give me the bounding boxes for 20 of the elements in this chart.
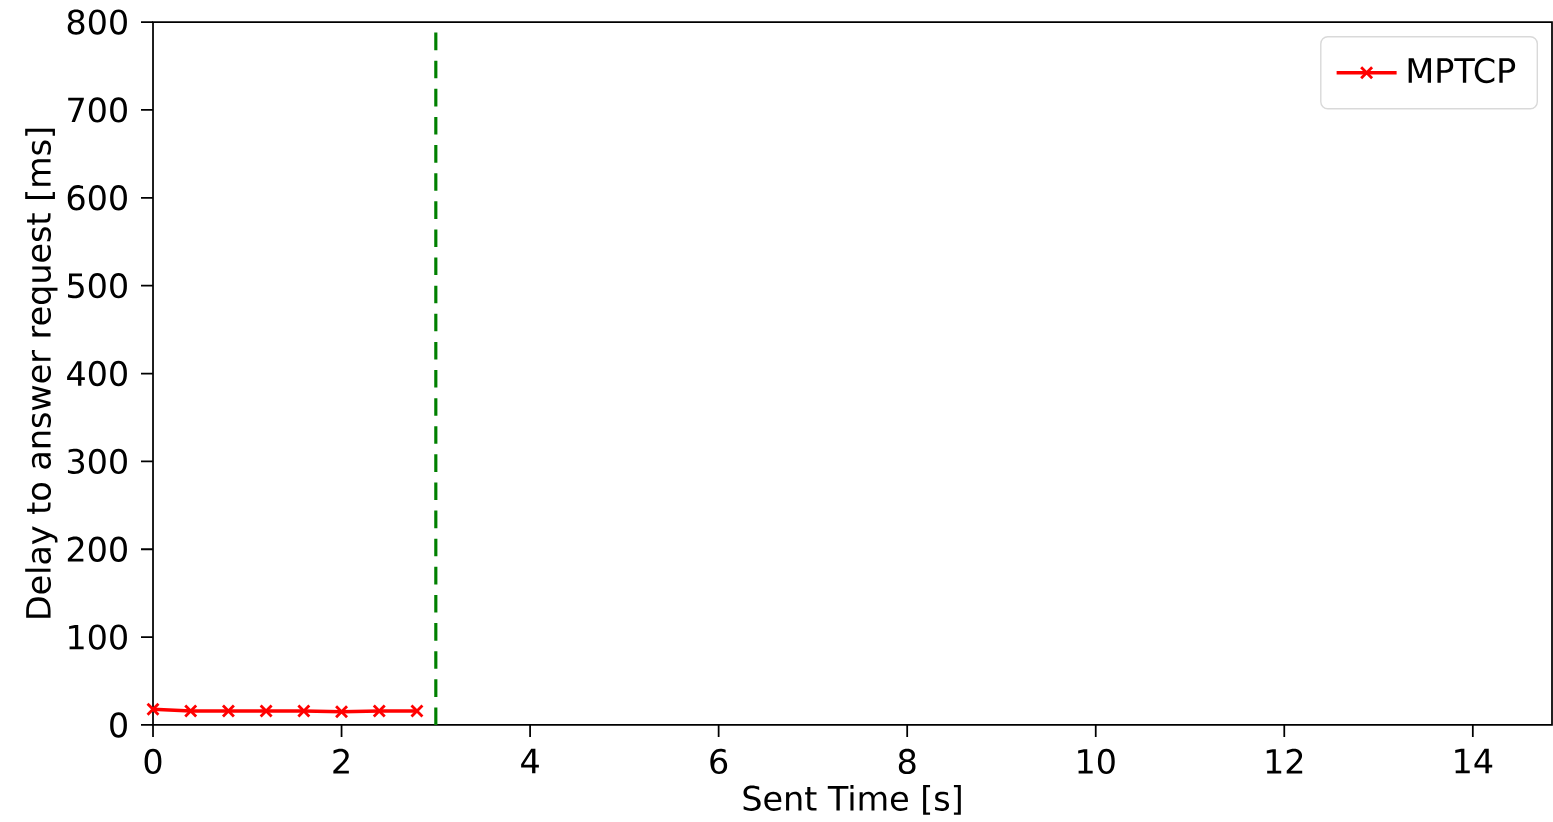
y-tick-label: 500 (68, 272, 127, 299)
y-tick-label: 200 (67, 536, 127, 562)
x-tick-label: 14 (1455, 748, 1493, 774)
y-tick-label: 100 (69, 624, 127, 650)
y-tick-label: 800 (67, 9, 127, 35)
x-tick-label: 10 (1078, 748, 1115, 775)
x-tick-label: 2 (333, 748, 349, 774)
y-tick-label: 600 (67, 185, 127, 211)
y-axis-title: Delay to answer request [ms] (25, 128, 58, 618)
y-tick-label: 300 (67, 448, 127, 475)
x-tick-label: 6 (710, 748, 728, 775)
x-axis-title: Sent Time [s] (743, 785, 961, 815)
y-tick-label: 400 (67, 360, 127, 387)
x-tick-label: 4 (521, 748, 539, 774)
legend-label: MPTCP (1408, 57, 1516, 84)
y-tick-label: 700 (68, 97, 127, 123)
x-tick-label: 0 (144, 748, 162, 775)
x-tick-label: 12 (1266, 748, 1303, 774)
y-tick-label: 0 (110, 712, 127, 738)
x-tick-label: 8 (898, 748, 916, 775)
